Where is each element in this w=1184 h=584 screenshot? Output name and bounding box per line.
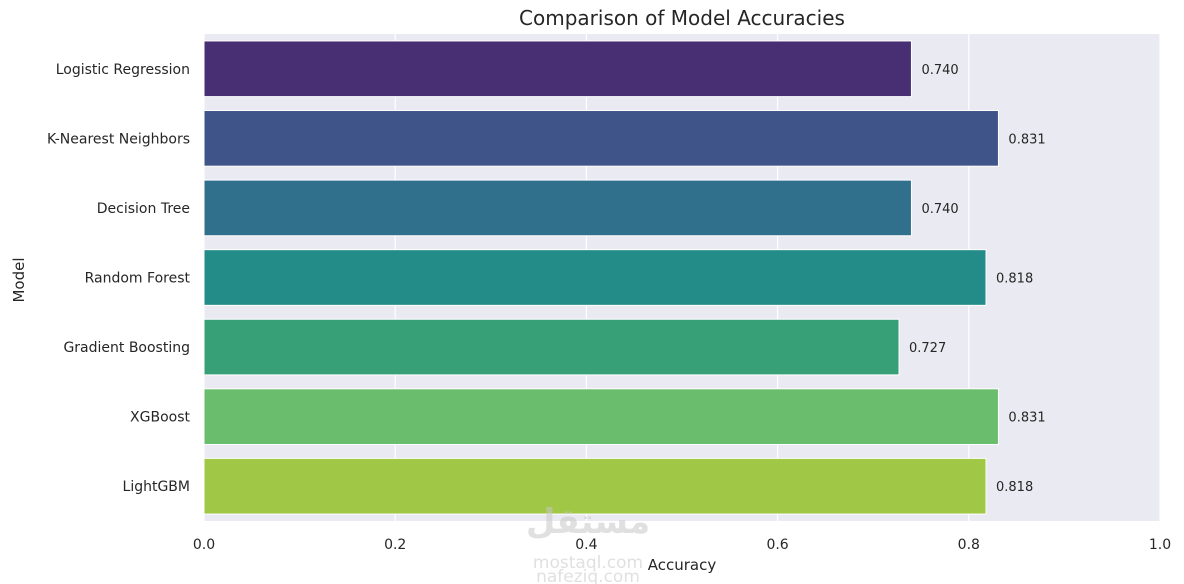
value-labels: 0.740 0.831 0.740 0.818 0.727 0.831 0.818 (909, 63, 1046, 495)
bars (203, 40, 999, 515)
y-tick-labels: Logistic Regression K-Nearest Neighbors De… (47, 62, 190, 495)
value-label: 0.831 (1008, 132, 1045, 147)
value-label: 0.818 (996, 272, 1033, 287)
y-tick-label: Gradient Boosting (63, 340, 190, 356)
watermark-logo: مستقل (526, 502, 650, 542)
x-tick-label: 0.8 (958, 537, 980, 553)
bar (203, 179, 912, 237)
x-tick-label: 0.6 (766, 537, 788, 553)
x-tick-label: 0.4 (575, 537, 597, 553)
y-tick-label: Decision Tree (97, 201, 190, 217)
bar (203, 40, 912, 98)
y-tick-label: K-Nearest Neighbors (47, 131, 190, 147)
watermark-text: mostaql.com (533, 553, 643, 573)
y-tick-label: XGBoost (130, 410, 190, 426)
bar (203, 249, 987, 306)
bar (203, 318, 900, 376)
value-label: 0.818 (996, 480, 1033, 495)
x-tick-label: 0.0 (193, 537, 215, 553)
value-label: 0.740 (921, 202, 958, 217)
bar (203, 457, 987, 515)
value-label: 0.727 (909, 341, 946, 356)
y-axis-label: Model (10, 257, 28, 302)
x-tick-label: 1.0 (1149, 537, 1171, 553)
bar (203, 388, 999, 445)
watermark: مستقل mostaql.com nafeziq.com (526, 502, 650, 584)
y-tick-label: LightGBM (123, 479, 190, 495)
value-label: 0.831 (1008, 411, 1045, 426)
x-tick-label: 0.2 (384, 537, 406, 553)
y-tick-label: Random Forest (85, 271, 191, 287)
y-tick-label: Logistic Regression (56, 62, 190, 78)
value-label: 0.740 (921, 63, 958, 78)
x-axis-label: Accuracy (648, 556, 717, 574)
x-tick-labels: 0.0 0.2 0.4 0.6 0.8 1.0 (193, 537, 1171, 553)
bar (203, 110, 999, 167)
chart-title: Comparison of Model Accuracies (519, 6, 845, 30)
watermark-text-2: nafeziq.com (536, 567, 640, 584)
